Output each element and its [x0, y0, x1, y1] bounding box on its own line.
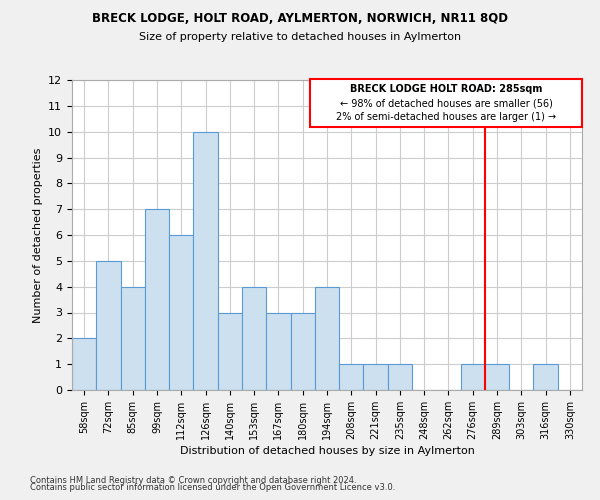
Bar [461, 364, 485, 390]
Text: Size of property relative to detached houses in Aylmerton: Size of property relative to detached ho… [139, 32, 461, 42]
Bar [121, 286, 145, 390]
Text: ← 98% of detached houses are smaller (56): ← 98% of detached houses are smaller (56… [340, 98, 553, 108]
Text: Contains public sector information licensed under the Open Government Licence v3: Contains public sector information licen… [30, 484, 395, 492]
Bar [485, 364, 509, 390]
Bar [533, 364, 558, 390]
Bar [266, 312, 290, 390]
Bar [145, 209, 169, 390]
Text: BRECK LODGE, HOLT ROAD, AYLMERTON, NORWICH, NR11 8QD: BRECK LODGE, HOLT ROAD, AYLMERTON, NORWI… [92, 12, 508, 26]
Bar [218, 312, 242, 390]
Bar [72, 338, 96, 390]
Bar [193, 132, 218, 390]
Bar [169, 235, 193, 390]
Bar [315, 286, 339, 390]
X-axis label: Distribution of detached houses by size in Aylmerton: Distribution of detached houses by size … [179, 446, 475, 456]
Bar [96, 261, 121, 390]
FancyBboxPatch shape [310, 78, 582, 126]
Text: Contains HM Land Registry data © Crown copyright and database right 2024.: Contains HM Land Registry data © Crown c… [30, 476, 356, 485]
Bar [290, 312, 315, 390]
Bar [388, 364, 412, 390]
Bar [339, 364, 364, 390]
Bar [364, 364, 388, 390]
Y-axis label: Number of detached properties: Number of detached properties [32, 148, 43, 322]
Text: BRECK LODGE HOLT ROAD: 285sqm: BRECK LODGE HOLT ROAD: 285sqm [350, 84, 542, 94]
Text: 2% of semi-detached houses are larger (1) →: 2% of semi-detached houses are larger (1… [336, 112, 556, 122]
Bar [242, 286, 266, 390]
